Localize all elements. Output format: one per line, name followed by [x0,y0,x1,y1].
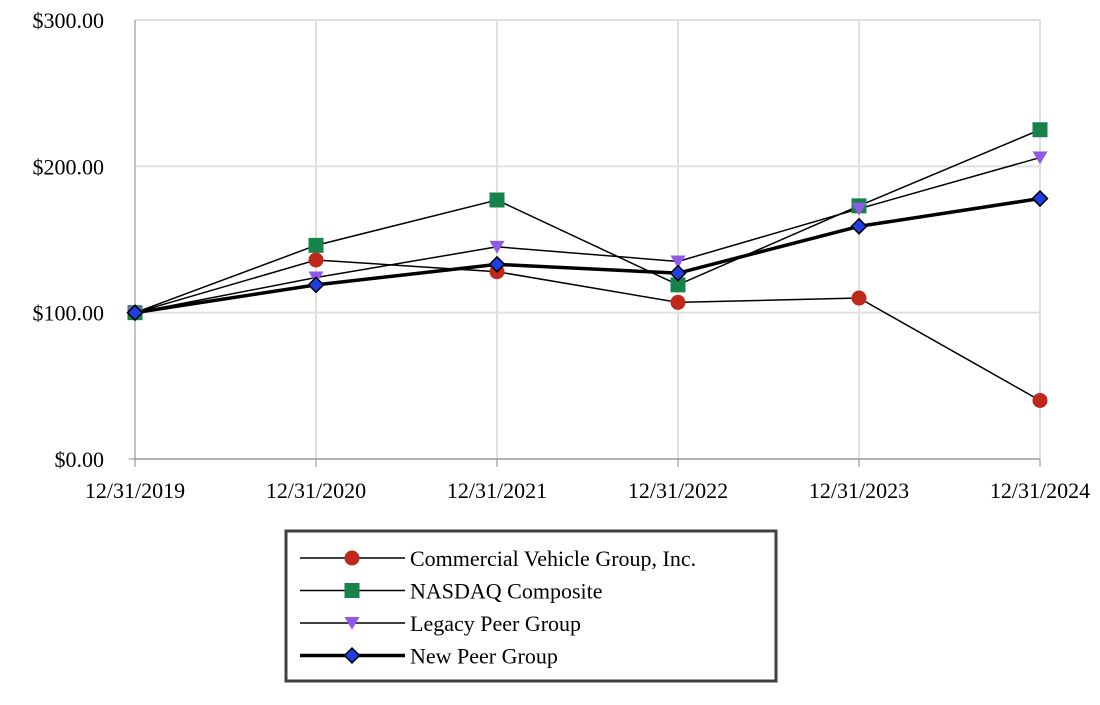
data-point-0-5 [1032,392,1048,408]
y-tick-label: $200.00 [33,154,105,179]
data-point-1-2 [489,192,505,208]
y-tick-label: $0.00 [55,447,105,472]
legend-marker [344,583,360,598]
data-point-2-2 [489,240,505,254]
y-tick-label: $100.00 [33,301,105,326]
data-point-3-5 [1031,189,1049,208]
legend-marker [343,646,361,665]
data-point-0-4 [851,290,867,306]
data-point-3-4 [850,217,868,235]
x-tick-label: 12/31/2020 [266,478,366,503]
data-point-3-0 [126,304,144,322]
data-point-3-2 [488,255,506,273]
y-tick-label: $300.00 [33,8,105,33]
x-tick-label: 12/31/2023 [809,478,909,503]
series-line-3 [134,196,1041,315]
legend-marker [344,550,360,566]
legend-label: New Peer Group [410,644,558,669]
data-point-1-5 [1032,122,1048,138]
legend-label: Legacy Peer Group [410,611,581,636]
x-tick-label: 12/31/2019 [85,478,185,503]
legend-label: Commercial Vehicle Group, Inc. [410,546,696,571]
x-tick-label: 12/31/2024 [990,478,1090,503]
legend-marker [344,617,360,630]
data-point-2-3 [670,255,686,269]
data-point-0-1 [308,252,324,268]
data-point-3-3 [669,264,687,282]
x-tick-label: 12/31/2021 [447,478,547,503]
x-tick-label: 12/31/2022 [628,478,728,503]
data-point-1-1 [308,237,324,253]
data-point-2-5 [1032,151,1048,165]
data-point-2-4 [851,202,867,216]
data-point-1-3 [670,277,686,293]
legend-label: NASDAQ Composite [410,579,603,604]
series-line-2 [134,156,1041,314]
series-line-0 [134,259,1041,402]
series-line-1 [134,129,1041,314]
data-point-3-1 [307,276,325,294]
data-point-0-3 [670,294,686,310]
